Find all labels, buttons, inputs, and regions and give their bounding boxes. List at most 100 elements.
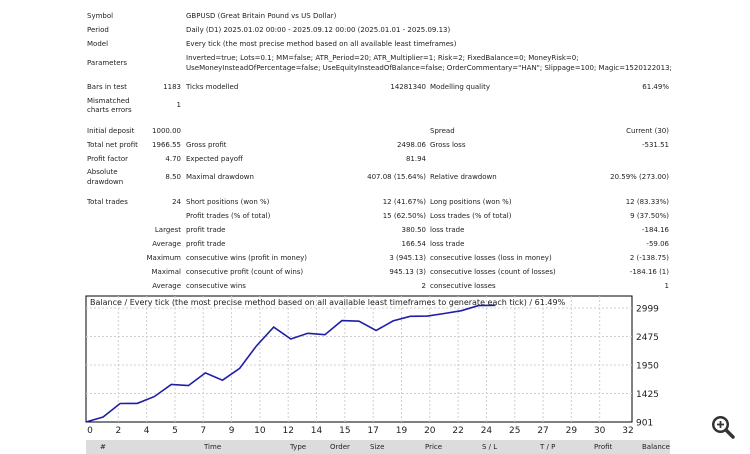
average-loss-trade-label: loss trade xyxy=(430,240,465,248)
bars-in-test-value: 1183 xyxy=(163,83,181,91)
relative-drawdown-value: 20.59% (273.00) xyxy=(610,173,669,181)
x-axis-ticks: 0 2 4 5 7 9 10 12 14 15 17 19 20 22 24 25 27 29 30 32 xyxy=(87,426,634,436)
col-balance[interactable]: Balance xyxy=(642,443,670,451)
x-tick-label: 22 xyxy=(452,426,463,436)
mismatched-label-1: Mismatched xyxy=(87,97,130,105)
x-tick-label: 0 xyxy=(87,426,93,436)
average-consecutive-label: Average xyxy=(152,282,181,290)
maximal-drawdown-value: 407.08 (15.64%) xyxy=(367,173,426,181)
y-axis-ticks: 2999 2475 1950 1425 901 xyxy=(636,305,659,429)
gross-loss-label: Gross loss xyxy=(430,141,466,149)
short-positions-value: 12 (41.67%) xyxy=(382,198,426,206)
col-number[interactable]: # xyxy=(100,443,106,451)
x-tick-label: 20 xyxy=(424,426,436,436)
x-tick-label: 25 xyxy=(509,426,520,436)
average-profit-trade-label: profit trade xyxy=(186,240,226,248)
x-tick-label: 24 xyxy=(481,426,493,436)
x-tick-label: 19 xyxy=(396,426,408,436)
gross-loss-value: -531.51 xyxy=(641,141,669,149)
col-tp[interactable]: T / P xyxy=(540,443,556,451)
zoom-in-icon[interactable] xyxy=(710,414,736,440)
largest-profit-trade-value: 380.50 xyxy=(401,226,427,234)
profit-factor-label: Profit factor xyxy=(87,155,128,163)
y-tick-label: 2475 xyxy=(636,333,659,343)
relative-drawdown-label: Relative drawdown xyxy=(430,173,497,181)
trades-table-header: # Time Type Order Size Price S / L T / P… xyxy=(86,440,670,454)
largest-loss-trade-value: -184.16 xyxy=(641,226,669,234)
col-size[interactable]: Size xyxy=(370,443,385,451)
x-tick-label: 14 xyxy=(311,426,323,436)
average-consecutive-losses-label: consecutive losses xyxy=(430,282,496,290)
col-type[interactable]: Type xyxy=(290,443,307,451)
parameters-line-1: Inverted=true; Lots=0.1; MM=false; ATR_P… xyxy=(186,54,579,62)
initial-deposit-value: 1000.00 xyxy=(152,127,181,135)
average-consecutive-wins-value: 2 xyxy=(421,282,426,290)
maximal-consecutive-profit-value: 945.13 (3) xyxy=(389,268,426,276)
x-tick-label: 12 xyxy=(282,426,293,436)
model-value: Every tick (the most precise method base… xyxy=(186,40,457,48)
model-label: Model xyxy=(87,40,109,48)
expected-payoff-label: Expected payoff xyxy=(186,155,243,163)
profit-trades-value: 15 (62.50%) xyxy=(382,212,426,220)
mismatched-value: 1 xyxy=(176,101,181,109)
gross-profit-value: 2498.06 xyxy=(397,141,426,149)
long-positions-value: 12 (83.33%) xyxy=(625,198,669,206)
col-price[interactable]: Price xyxy=(425,443,443,451)
long-positions-label: Long positions (won %) xyxy=(430,198,512,206)
parameters-line-2: UseMoneyInsteadOfPercentage=false; UseEq… xyxy=(186,64,672,72)
absolute-drawdown-label-1: Absolute xyxy=(87,168,118,176)
x-tick-label: 9 xyxy=(229,426,235,436)
x-tick-label: 15 xyxy=(339,426,350,436)
col-order[interactable]: Order xyxy=(330,443,350,451)
max-consecutive-wins-value: 3 (945.13) xyxy=(389,254,426,262)
y-tick-label: 1425 xyxy=(636,390,659,400)
absolute-drawdown-value: 8.50 xyxy=(165,173,181,181)
balance-line xyxy=(85,304,496,423)
loss-trades-value: 9 (37.50%) xyxy=(630,212,669,220)
max-consecutive-wins-label: consecutive wins (profit in money) xyxy=(186,254,308,262)
symbol-value: GBPUSD (Great Britain Pound vs US Dollar… xyxy=(186,12,337,20)
x-tick-label: 17 xyxy=(367,426,378,436)
max-consecutive-losses-value: 2 (-138.75) xyxy=(629,254,669,262)
maximal-consecutive-losses-value: -184.16 (1) xyxy=(629,268,669,276)
ticks-modelled-value: 14281340 xyxy=(390,83,426,91)
symbol-label: Symbol xyxy=(87,12,114,20)
x-tick-label: 32 xyxy=(622,426,633,436)
maximal-label: Maximal xyxy=(151,268,181,276)
chart-frame xyxy=(85,295,633,423)
modelling-quality-label: Modelling quality xyxy=(430,83,490,91)
average-profit-trade-value: 166.54 xyxy=(401,240,427,248)
maximal-consecutive-profit-label: consecutive profit (count of wins) xyxy=(186,268,304,276)
modelling-quality-value: 61.49% xyxy=(642,83,669,91)
gross-profit-label: Gross profit xyxy=(186,141,227,149)
maximal-drawdown-label: Maximal drawdown xyxy=(186,173,254,181)
total-trades-value: 24 xyxy=(172,198,181,206)
average-label: Average xyxy=(152,240,181,248)
x-tick-label: 29 xyxy=(566,426,578,436)
largest-loss-trade-label: loss trade xyxy=(430,226,465,234)
col-sl[interactable]: S / L xyxy=(482,443,498,451)
average-loss-trade-value: -59.06 xyxy=(646,240,669,248)
mismatched-label-2: charts errors xyxy=(87,106,132,114)
total-net-profit-value: 1966.55 xyxy=(152,141,181,149)
total-net-profit-label: Total net profit xyxy=(87,141,138,149)
profit-trades-label: Profit trades (% of total) xyxy=(186,212,271,220)
spread-value: Current (30) xyxy=(626,127,669,135)
ticks-modelled-label: Ticks modelled xyxy=(186,83,239,91)
x-tick-label: 2 xyxy=(115,426,121,436)
x-tick-label: 7 xyxy=(200,426,206,436)
x-tick-label: 27 xyxy=(537,426,548,436)
col-profit[interactable]: Profit xyxy=(594,443,613,451)
largest-profit-trade-label: profit trade xyxy=(186,226,226,234)
chart-grid xyxy=(86,296,632,422)
y-tick-label: 901 xyxy=(636,419,653,429)
parameters-label: Parameters xyxy=(87,59,128,67)
total-trades-label: Total trades xyxy=(87,198,128,206)
initial-deposit-label: Initial deposit xyxy=(87,127,135,135)
bars-in-test-label: Bars in test xyxy=(87,83,127,91)
spread-label: Spread xyxy=(430,127,455,135)
y-tick-label: 1950 xyxy=(636,362,659,372)
col-time[interactable]: Time xyxy=(204,443,222,451)
loss-trades-label: Loss trades (% of total) xyxy=(430,212,512,220)
